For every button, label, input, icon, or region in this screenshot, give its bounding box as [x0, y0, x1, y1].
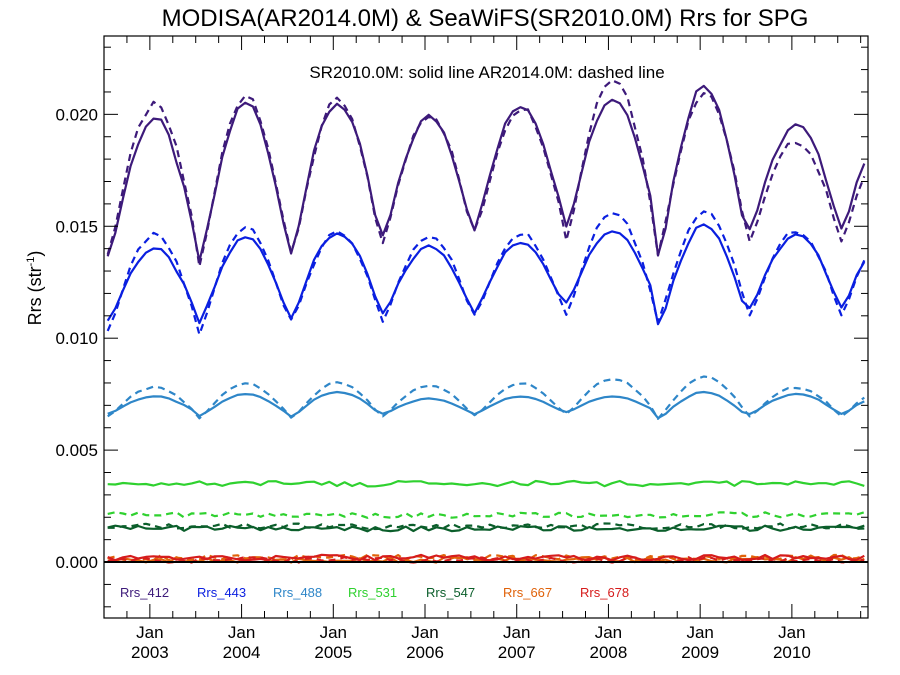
x-tick-label-month: Jan	[503, 623, 530, 642]
x-tick-label-month: Jan	[136, 623, 163, 642]
legend-entry-rrs-488: Rrs_488	[273, 585, 322, 600]
plot-frame	[103, 35, 869, 619]
rrs-531-dashed-line	[107, 511, 865, 519]
rrs-412-dashed-line	[106, 79, 866, 268]
x-tick-label-year: 2007	[498, 643, 536, 662]
line-style-annotation: SR2010.0M: solid line AR2014.0M: dashed …	[309, 63, 664, 82]
axes: 0.0000.0050.0100.0150.020Jan2003Jan2004J…	[55, 35, 869, 662]
y-tick-label: 0.020	[55, 105, 98, 124]
x-tick-label-year: 2004	[223, 643, 261, 662]
y-axis-label: Rrs (str-1)	[25, 251, 45, 326]
y-axis-label-close: )	[25, 251, 45, 257]
rrs-488-solid-line	[107, 390, 865, 420]
y-axis-label-text: Rrs (str	[25, 266, 45, 325]
y-tick-label: 0.005	[55, 441, 98, 460]
rrs-412-solid-line	[106, 84, 866, 263]
x-tick-label-month: Jan	[411, 623, 438, 642]
x-tick-label-year: 2009	[681, 643, 719, 662]
legend-entry-rrs-547: Rrs_547	[426, 585, 475, 600]
x-tick-label-year: 2008	[590, 643, 628, 662]
legend: Rrs_412 Rrs_443 Rrs_488 Rrs_531 Rrs_547 Rrs_6…	[120, 585, 629, 600]
chart-title: MODISA(AR2014.0M) & SeaWiFS(SR2010.0M) R…	[162, 5, 809, 32]
rrs-547-solid-line	[107, 524, 865, 533]
legend-entry-rrs-531: Rrs_531	[348, 585, 397, 600]
y-tick-label: 0.000	[55, 553, 98, 572]
plot-area	[106, 79, 866, 564]
rrs-488-dashed-line	[107, 375, 865, 420]
rrs-531-solid-line	[107, 479, 865, 488]
legend-entry-rrs-667: Rrs_667	[503, 585, 552, 600]
legend-entry-rrs-412: Rrs_412	[120, 585, 169, 600]
x-tick-label-month: Jan	[228, 623, 255, 642]
legend-entry-rrs-443: Rrs_443	[197, 585, 246, 600]
y-axis-label-superscript: -1	[25, 257, 37, 267]
x-tick-label-year: 2010	[773, 643, 811, 662]
x-tick-label-month: Jan	[320, 623, 347, 642]
x-tick-label-year: 2005	[314, 643, 352, 662]
rrs-443-dashed-line	[106, 210, 866, 336]
series-lines	[106, 79, 866, 564]
y-tick-label: 0.015	[55, 217, 98, 236]
x-tick-label-month: Jan	[686, 623, 713, 642]
rrs-678-solid-line	[107, 553, 865, 562]
x-tick-label-month: Jan	[595, 623, 622, 642]
legend-entry-rrs-678: Rrs_678	[580, 585, 629, 600]
x-tick-label-month: Jan	[778, 623, 805, 642]
rrs-443-solid-line	[106, 223, 866, 326]
rrs-678-dashed-line	[107, 556, 865, 564]
x-tick-label-year: 2006	[406, 643, 444, 662]
x-tick-label-year: 2003	[131, 643, 169, 662]
y-tick-label: 0.010	[55, 329, 98, 348]
